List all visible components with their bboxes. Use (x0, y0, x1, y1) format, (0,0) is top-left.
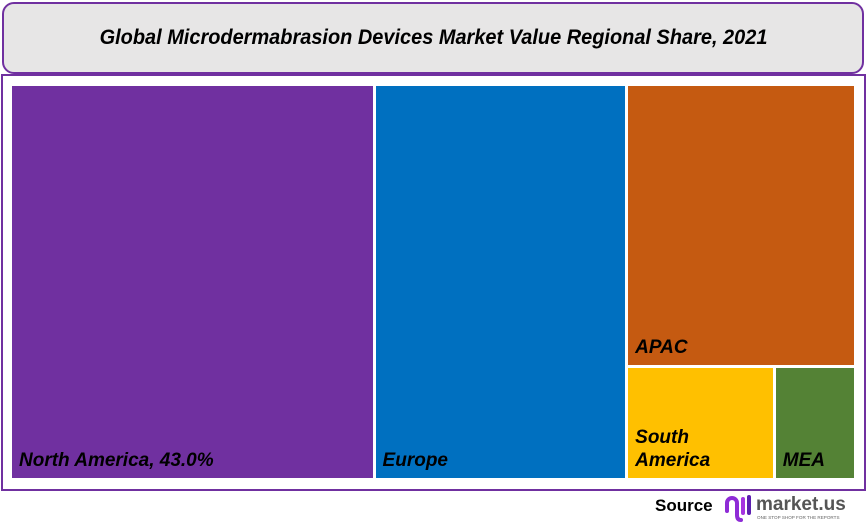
tile-label-north-america: North America, 43.0% (19, 450, 214, 471)
tile-label-mea: MEA (782, 449, 826, 471)
treemap-plot: North America, 43.0% Europe APAC South Amer… (12, 86, 854, 478)
tile-mea: MEA (775, 367, 854, 478)
chart-title-box: Global Microdermabrasion Devices Market … (2, 2, 864, 74)
tile-label-europe: Europe (382, 450, 448, 471)
svg-text:ONE STOP SHOP FOR THE REPORTS: ONE STOP SHOP FOR THE REPORTS (757, 515, 840, 520)
tile-label-apac: APAC (635, 336, 688, 358)
chart-title: Global Microdermabrasion Devices Market … (99, 26, 767, 49)
market-us-logo: market.us ONE STOP SHOP FOR THE REPORTS (725, 494, 846, 522)
svg-text:market.us: market.us (756, 494, 846, 515)
tile-apac: APAC (628, 86, 854, 365)
logo-icon (725, 495, 751, 522)
tile-north-america: North America, 43.0% (12, 86, 373, 478)
source-label: Source (655, 496, 713, 515)
tile-label-south-america: South America (635, 426, 711, 471)
tile-europe: Europe (375, 86, 626, 478)
tile-south-america: South America (628, 367, 773, 478)
